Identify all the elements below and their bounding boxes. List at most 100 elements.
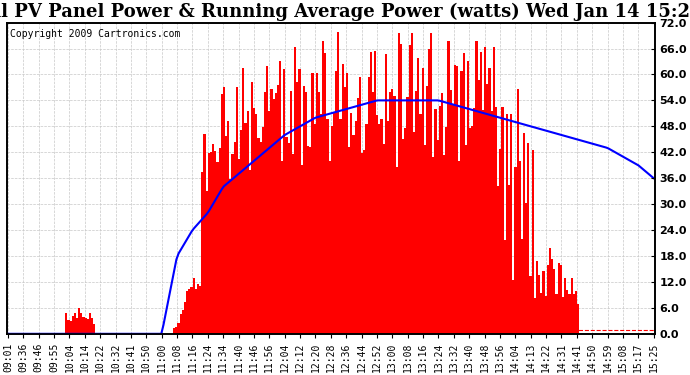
Bar xyxy=(462,53,464,334)
Bar xyxy=(281,160,284,334)
Bar xyxy=(322,41,324,334)
Bar xyxy=(437,140,439,334)
Bar xyxy=(560,265,562,334)
Bar xyxy=(467,61,469,334)
Bar xyxy=(320,114,322,334)
Bar xyxy=(85,318,87,334)
Bar xyxy=(500,149,502,334)
Bar xyxy=(540,293,542,334)
Bar xyxy=(571,278,573,334)
Bar xyxy=(177,323,179,334)
Bar xyxy=(351,113,353,334)
Bar xyxy=(380,119,383,334)
Bar xyxy=(493,46,495,334)
Bar xyxy=(223,87,225,334)
Bar xyxy=(273,99,275,334)
Bar xyxy=(458,161,460,334)
Bar xyxy=(72,316,74,334)
Bar xyxy=(439,106,441,334)
Bar xyxy=(428,50,430,334)
Bar xyxy=(441,93,443,334)
Bar xyxy=(87,319,89,334)
Bar xyxy=(316,73,318,334)
Bar xyxy=(298,69,301,334)
Bar xyxy=(433,157,435,334)
Bar xyxy=(186,291,188,334)
Bar xyxy=(430,33,433,334)
Bar xyxy=(83,317,85,334)
Bar xyxy=(395,167,397,334)
Bar xyxy=(335,71,337,334)
Bar xyxy=(240,130,242,334)
Bar xyxy=(251,82,253,334)
Bar xyxy=(480,51,482,334)
Bar xyxy=(450,90,452,334)
Bar xyxy=(404,128,406,334)
Bar xyxy=(368,77,370,334)
Bar xyxy=(193,278,195,334)
Bar xyxy=(197,284,199,334)
Bar xyxy=(413,132,415,334)
Bar xyxy=(366,123,368,334)
Bar xyxy=(217,162,219,334)
Bar xyxy=(255,114,257,334)
Bar xyxy=(242,69,244,334)
Bar xyxy=(311,73,313,334)
Bar xyxy=(577,304,579,334)
Bar xyxy=(294,47,296,334)
Bar xyxy=(456,66,458,334)
Bar xyxy=(546,266,549,334)
Bar xyxy=(229,178,231,334)
Bar xyxy=(426,86,428,334)
Title: Total PV Panel Power & Running Average Power (watts) Wed Jan 14 15:25: Total PV Panel Power & Running Average P… xyxy=(0,3,690,21)
Bar xyxy=(359,76,361,334)
Bar xyxy=(244,123,246,334)
Bar xyxy=(512,280,514,334)
Bar xyxy=(422,68,424,334)
Bar xyxy=(318,92,320,334)
Bar xyxy=(326,119,328,334)
Bar xyxy=(447,41,450,334)
Bar xyxy=(266,66,268,334)
Bar xyxy=(564,278,566,334)
Bar xyxy=(475,41,477,334)
Bar xyxy=(275,93,277,334)
Bar xyxy=(482,110,484,334)
Bar xyxy=(484,47,486,334)
Bar xyxy=(286,137,288,334)
Bar xyxy=(175,327,177,334)
Bar xyxy=(376,115,378,334)
Bar xyxy=(225,136,227,334)
Bar xyxy=(279,61,281,334)
Bar xyxy=(510,114,512,334)
Bar xyxy=(309,147,311,334)
Bar xyxy=(236,87,238,334)
Bar xyxy=(361,153,363,334)
Bar xyxy=(246,111,249,334)
Bar xyxy=(307,146,309,334)
Bar xyxy=(344,87,346,334)
Bar xyxy=(553,270,555,334)
Bar xyxy=(68,320,70,334)
Bar xyxy=(78,308,80,334)
Bar xyxy=(435,109,437,334)
Bar xyxy=(290,91,292,334)
Bar xyxy=(378,124,380,334)
Bar xyxy=(549,248,551,334)
Bar xyxy=(517,88,519,334)
Bar xyxy=(219,148,221,334)
Bar xyxy=(521,239,523,334)
Bar xyxy=(324,53,326,334)
Bar xyxy=(473,108,475,334)
Bar xyxy=(313,124,316,334)
Bar xyxy=(204,134,206,334)
Bar xyxy=(538,275,540,334)
Bar xyxy=(558,263,560,334)
Bar xyxy=(70,321,72,334)
Bar xyxy=(385,54,387,334)
Bar xyxy=(210,152,212,334)
Text: Copyright 2009 Cartronics.com: Copyright 2009 Cartronics.com xyxy=(10,29,181,39)
Bar xyxy=(502,107,504,334)
Bar xyxy=(264,92,266,334)
Bar xyxy=(328,162,331,334)
